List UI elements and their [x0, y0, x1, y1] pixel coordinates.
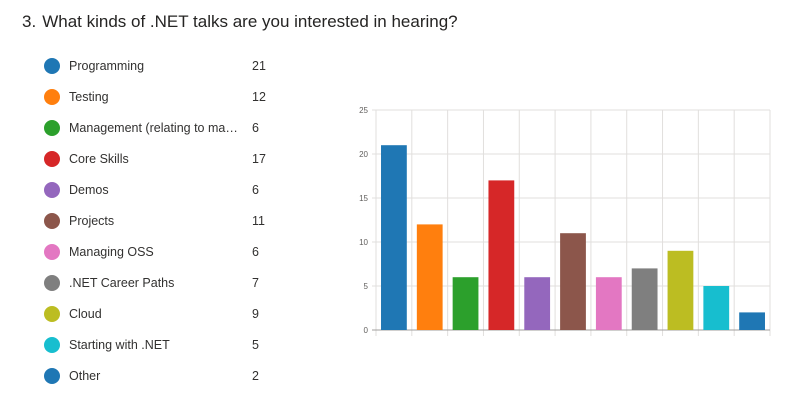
legend-label: Programming	[69, 58, 145, 73]
legend-count: 5	[252, 337, 259, 352]
y-tick-label: 25	[359, 106, 368, 115]
bar-11	[739, 312, 765, 330]
legend-item: Starting with .NET 5	[44, 329, 284, 360]
legend-dot-icon	[44, 367, 60, 384]
legend-dot-icon	[44, 88, 60, 105]
legend-dot-icon	[44, 305, 60, 322]
legend-label: .NET Career Paths	[69, 275, 175, 290]
legend-item: Demos 6	[44, 174, 284, 205]
legend-count: 6	[252, 182, 259, 197]
y-tick-label: 10	[359, 238, 368, 247]
legend-count: 12	[252, 89, 266, 104]
legend-item: Other 2	[44, 360, 284, 391]
legend-label: Other	[69, 368, 101, 383]
legend-item: .NET Career Paths 7	[44, 267, 284, 298]
legend-item: Programming 21	[44, 50, 284, 81]
bar-7	[595, 277, 622, 330]
legend-dot-icon	[44, 119, 60, 136]
question-text: What kinds of .NET talks are you interes…	[42, 12, 458, 31]
y-tick-label: 0	[364, 326, 369, 335]
legend-item: Cloud 9	[44, 298, 284, 329]
legend-count: 9	[252, 306, 259, 321]
legend-dot-icon	[44, 212, 60, 229]
legend-item: Projects 11	[44, 205, 284, 236]
legend-dot-icon	[44, 181, 60, 198]
legend-label: Testing	[69, 89, 109, 104]
legend-item: Testing 12	[44, 81, 284, 112]
bar-1	[381, 145, 407, 330]
y-tick-label: 5	[364, 282, 369, 291]
legend-count: 7	[252, 275, 259, 290]
legend-dot-icon	[44, 57, 60, 74]
y-tick-label: 20	[359, 150, 368, 159]
legend-label: Management (relating to man...	[69, 120, 241, 135]
legend-label: Starting with .NET	[69, 337, 170, 352]
legend-dot-icon	[44, 243, 60, 260]
bar-2	[416, 224, 443, 330]
legend-item: Managing OSS 6	[44, 236, 284, 267]
question-number: 3.	[22, 12, 37, 31]
legend-count: 11	[252, 213, 265, 228]
bar-9	[667, 250, 694, 330]
y-tick-label: 15	[359, 194, 368, 203]
legend-label: Projects	[69, 213, 115, 228]
legend-item: Management (relating to man... 6	[44, 112, 284, 143]
legend-count: 6	[252, 244, 259, 259]
bar-5	[524, 277, 551, 330]
legend-dot-icon	[44, 150, 60, 167]
legend-dot-icon	[44, 336, 60, 353]
bar-8	[631, 268, 658, 330]
legend-label: Demos	[69, 182, 109, 197]
bar-10	[703, 286, 730, 330]
legend-count: 17	[252, 151, 266, 166]
legend-count: 6	[252, 120, 259, 135]
legend-label: Cloud	[69, 306, 102, 321]
legend-label: Core Skills	[69, 151, 129, 166]
legend-item: Core Skills 17	[44, 143, 284, 174]
legend-dot-icon	[44, 274, 60, 291]
bar-6	[560, 233, 586, 330]
legend-count: 2	[252, 368, 259, 383]
bar-chart: 0 5 10 15 20 25	[359, 106, 771, 336]
legend-label: Managing OSS	[69, 244, 154, 259]
bar-4	[488, 180, 515, 330]
bar-3	[452, 277, 479, 330]
legend: Programming 21 Testing 12 Management (re…	[44, 50, 284, 391]
legend-count: 21	[252, 58, 266, 73]
question-title: 3. What kinds of .NET talks are you inter…	[22, 12, 458, 32]
